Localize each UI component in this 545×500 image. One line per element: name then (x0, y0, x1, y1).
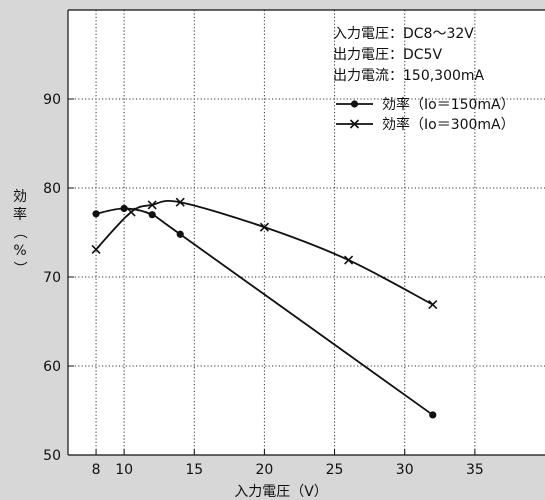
data-point-series-1 (148, 211, 156, 219)
plot-area (68, 10, 545, 455)
data-point-series-2 (147, 200, 157, 210)
x-tick-label: 25 (326, 462, 344, 478)
data-point-series-2 (259, 222, 269, 232)
y-axis-label-char: 効 (13, 189, 27, 205)
y-axis-label-char: % (13, 243, 26, 259)
condition-annotation: 出力電流：150,300mA (333, 68, 485, 84)
x-tick-label: 35 (466, 462, 484, 478)
series-markers (91, 197, 438, 419)
data-point-series-1 (120, 204, 128, 213)
x-tick-label: 10 (115, 462, 133, 478)
x-tick-label: 30 (396, 462, 414, 478)
legend-label-2: 効率（Io＝300mA） (382, 116, 515, 133)
y-tick-label: 50 (43, 448, 61, 464)
data-point-series-1 (429, 411, 437, 419)
y-tick-label: 90 (43, 92, 61, 108)
legend: 効率（Io＝150mA） 効率（Io＝300mA） (336, 96, 515, 133)
y-axis-label-char: 率 (13, 206, 27, 223)
data-point-series-2 (175, 197, 185, 207)
annotation-block: 入力電圧：DC8～32V 出力電圧：DC5V 出力電流：150,300mA (333, 26, 485, 84)
x-tick-label: 20 (255, 462, 273, 478)
legend-marker-1 (350, 100, 359, 108)
y-axis-label: 効率 （% ） (11, 189, 27, 275)
tick-labels: 50 60 70 80 90 8 10 15 20 25 30 35 (43, 92, 484, 478)
data-point-series-1 (92, 210, 100, 218)
condition-annotation: 出力電圧：DC5V (333, 47, 442, 63)
data-point-series-1 (176, 230, 184, 238)
y-tick-label: 60 (43, 359, 61, 375)
axes (67, 9, 545, 456)
data-point-series-2 (126, 207, 136, 217)
gridlines (68, 10, 545, 455)
data-point-series-2 (428, 300, 438, 310)
data-point-series-2 (344, 255, 354, 265)
x-tick-label: 15 (185, 462, 203, 478)
data-point-series-2 (91, 244, 101, 254)
legend-marker-2 (349, 119, 360, 129)
y-tick-label: 80 (43, 181, 61, 197)
y-axis-label-char: （ (11, 225, 27, 239)
x-tick-label: 8 (92, 462, 101, 478)
x-axis-label: 入力電圧（V） (234, 484, 328, 500)
y-tick-label: 70 (43, 270, 61, 286)
y-axis-label-char: ） (11, 261, 27, 275)
legend-label-1: 効率（Io＝150mA） (382, 96, 515, 113)
condition-annotation: 入力電圧：DC8～32V (333, 26, 474, 42)
